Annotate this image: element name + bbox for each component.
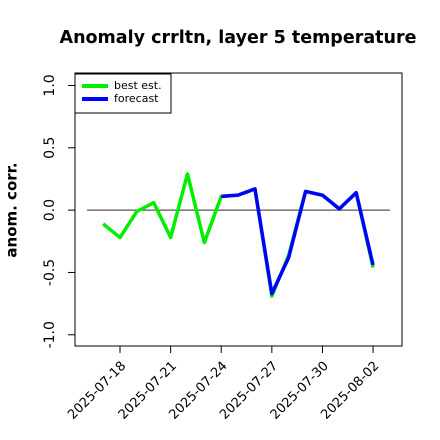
legend-label: best est. — [114, 79, 162, 92]
y-axis-label: anom. corr. — [3, 162, 21, 257]
y-tick-label: 1.0 — [42, 74, 58, 96]
y-tick-label: 0.5 — [42, 137, 58, 159]
y-tick-label: -1.0 — [42, 321, 58, 348]
series-line — [102, 172, 375, 298]
legend-label: forecast — [114, 92, 159, 105]
y-tick-label: 0.0 — [42, 199, 58, 221]
plot-frame — [74, 72, 403, 347]
chart-title: Anomaly crrltn, layer 5 temperature — [60, 28, 417, 48]
legend-box — [74, 73, 172, 114]
y-tick-label: -0.5 — [42, 259, 58, 286]
series-line — [221, 187, 375, 296]
